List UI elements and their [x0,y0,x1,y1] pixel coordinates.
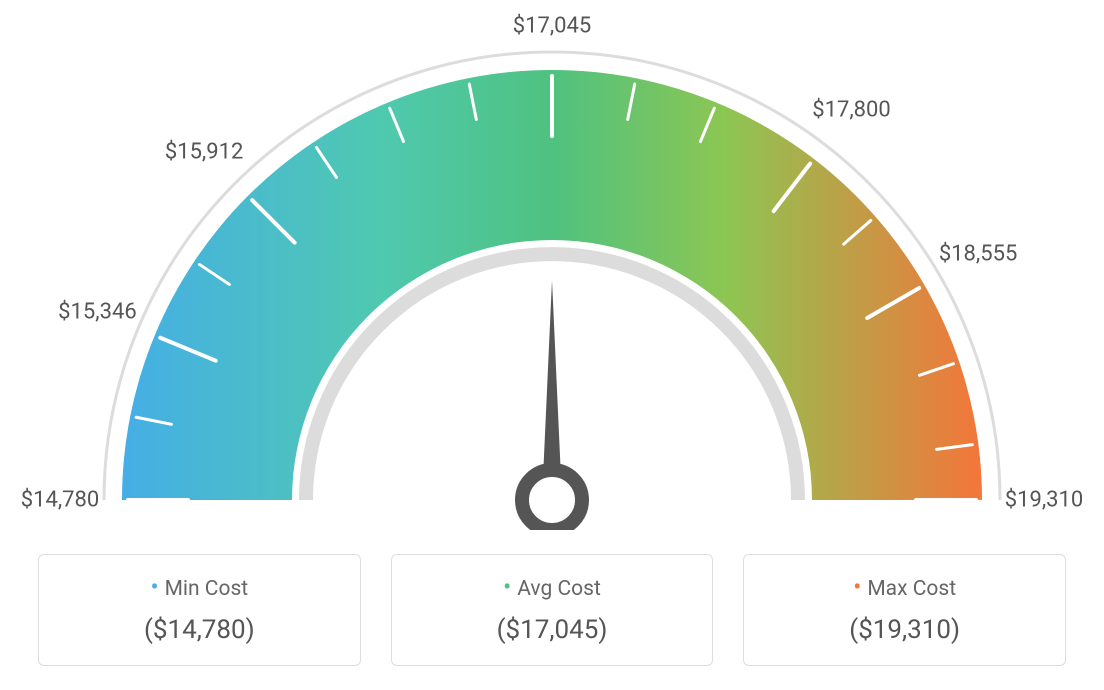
legend-cards: Min Cost ($14,780) Avg Cost ($17,045) Ma… [38,554,1066,666]
gauge-tick-label: $17,800 [812,97,891,122]
min-cost-card: Min Cost ($14,780) [38,554,361,666]
gauge-tick-label: $19,310 [1005,488,1084,513]
gauge-tick-label: $15,346 [58,299,137,324]
min-cost-title: Min Cost [49,573,350,601]
avg-cost-value: ($17,045) [402,615,703,645]
gauge-tick-label: $15,912 [165,140,244,165]
avg-cost-title: Avg Cost [402,573,703,601]
max-cost-value: ($19,310) [754,615,1055,645]
max-cost-title: Max Cost [754,573,1055,601]
gauge-needle-hub [522,470,582,530]
gauge-tick-label: $18,555 [939,242,1018,267]
min-cost-value: ($14,780) [49,615,350,645]
max-cost-card: Max Cost ($19,310) [743,554,1066,666]
gauge-tick-label: $17,045 [513,14,592,39]
gauge-tick-label: $14,780 [21,488,100,513]
avg-cost-card: Avg Cost ($17,045) [391,554,714,666]
gauge-area: $14,780 $15,346 $15,912 $17,045 $17,800 $18,5… [0,0,1104,530]
cost-gauge-widget: $14,780 $15,346 $15,912 $17,045 $17,800 $18,5… [0,0,1104,690]
